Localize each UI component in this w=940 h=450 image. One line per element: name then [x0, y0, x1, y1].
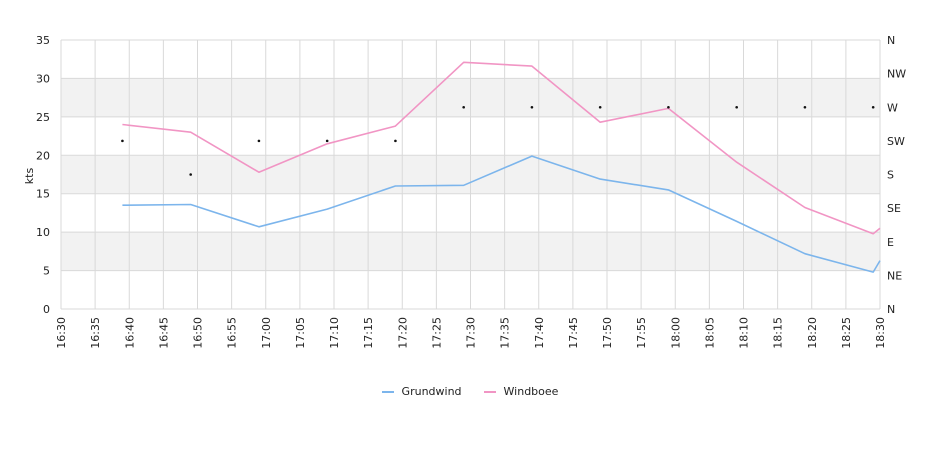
- x-tick-label: 16:55: [226, 317, 239, 349]
- direction-tick-label: E: [887, 236, 894, 249]
- direction-tick-label: NW: [887, 68, 906, 81]
- x-tick-label: 18:30: [874, 317, 887, 349]
- direction-tick-label: S: [887, 169, 894, 182]
- chart-svg: 16:30 16:35 16:40 16:45 16:50 16:55 17:00 17:05…: [23, 34, 906, 349]
- legend-item-grundwind[interactable]: Grundwind: [381, 385, 462, 398]
- series-line-grundwind: [122, 155, 881, 273]
- direction-marker: [735, 105, 738, 109]
- legend-swatch-windboee: [483, 390, 496, 393]
- y-tick-label: 30: [36, 72, 50, 85]
- y-tick-label: 20: [36, 149, 50, 162]
- direction-marker: [530, 105, 534, 109]
- y-tick-label: 5: [43, 265, 50, 278]
- direction-marker: [394, 139, 397, 143]
- series-line-windboee: [122, 61, 881, 235]
- direction-marker: [257, 139, 261, 143]
- y-tick-label: 35: [36, 34, 50, 47]
- legend-item-windboee[interactable]: Windboee: [483, 385, 559, 398]
- x-tick-label: 18:20: [806, 317, 819, 349]
- y-tick-label: 0: [43, 303, 50, 316]
- direction-tick-label: N: [887, 34, 895, 47]
- x-tick-label: 18:25: [840, 317, 853, 349]
- x-tick-label: 17:20: [396, 317, 409, 349]
- x-tick-label: 18:15: [772, 317, 785, 349]
- x-tick-label: 16:30: [55, 317, 68, 349]
- y-tick-label: 25: [36, 111, 50, 124]
- x-tick-label: 17:35: [499, 317, 512, 349]
- direction-tick-label: W: [887, 101, 898, 114]
- direction-marker: [462, 105, 465, 109]
- direction-marker: [121, 139, 124, 143]
- x-tick-label: 17:10: [328, 317, 341, 349]
- direction-marker: [598, 105, 602, 109]
- x-tick-label: 16:40: [123, 317, 136, 349]
- x-tick-label: 17:55: [635, 317, 648, 349]
- x-tick-label: 16:35: [89, 317, 102, 349]
- direction-marker: [871, 105, 875, 109]
- legend-swatch-grundwind: [381, 390, 394, 393]
- legend-label-grundwind: Grundwind: [401, 385, 462, 398]
- direction-marker: [667, 105, 670, 109]
- x-tick-label: 17:30: [465, 317, 478, 349]
- x-tick-label: 17:50: [601, 317, 614, 349]
- x-tick-label: 18:00: [669, 317, 682, 349]
- x-tick-label: 17:25: [430, 317, 443, 349]
- direction-tick-label: SW: [887, 135, 905, 148]
- direction-tick-label: N: [887, 303, 895, 316]
- legend-label-windboee: Windboee: [503, 385, 559, 398]
- legend: Grundwind Windboee: [0, 385, 940, 398]
- x-tick-label: 18:10: [738, 317, 751, 349]
- x-tick-label: 17:15: [362, 317, 375, 349]
- x-tick-label: 16:50: [192, 317, 205, 349]
- y-tick-label: 15: [36, 188, 50, 201]
- x-tick-label: 17:40: [533, 317, 546, 349]
- y-axis-label: kts: [23, 168, 36, 185]
- direction-marker: [325, 139, 329, 143]
- x-tick-label: 17:00: [260, 317, 273, 349]
- x-tick-label: 17:05: [294, 317, 307, 349]
- x-tick-label: 17:45: [567, 317, 580, 349]
- direction-marker: [803, 105, 807, 109]
- y-tick-label: 10: [36, 226, 50, 239]
- direction-tick-label: SE: [887, 202, 901, 215]
- x-tick-label: 18:05: [703, 317, 716, 349]
- x-tick-label: 16:45: [157, 317, 170, 349]
- direction-tick-label: NE: [887, 269, 902, 282]
- direction-marker: [189, 173, 192, 176]
